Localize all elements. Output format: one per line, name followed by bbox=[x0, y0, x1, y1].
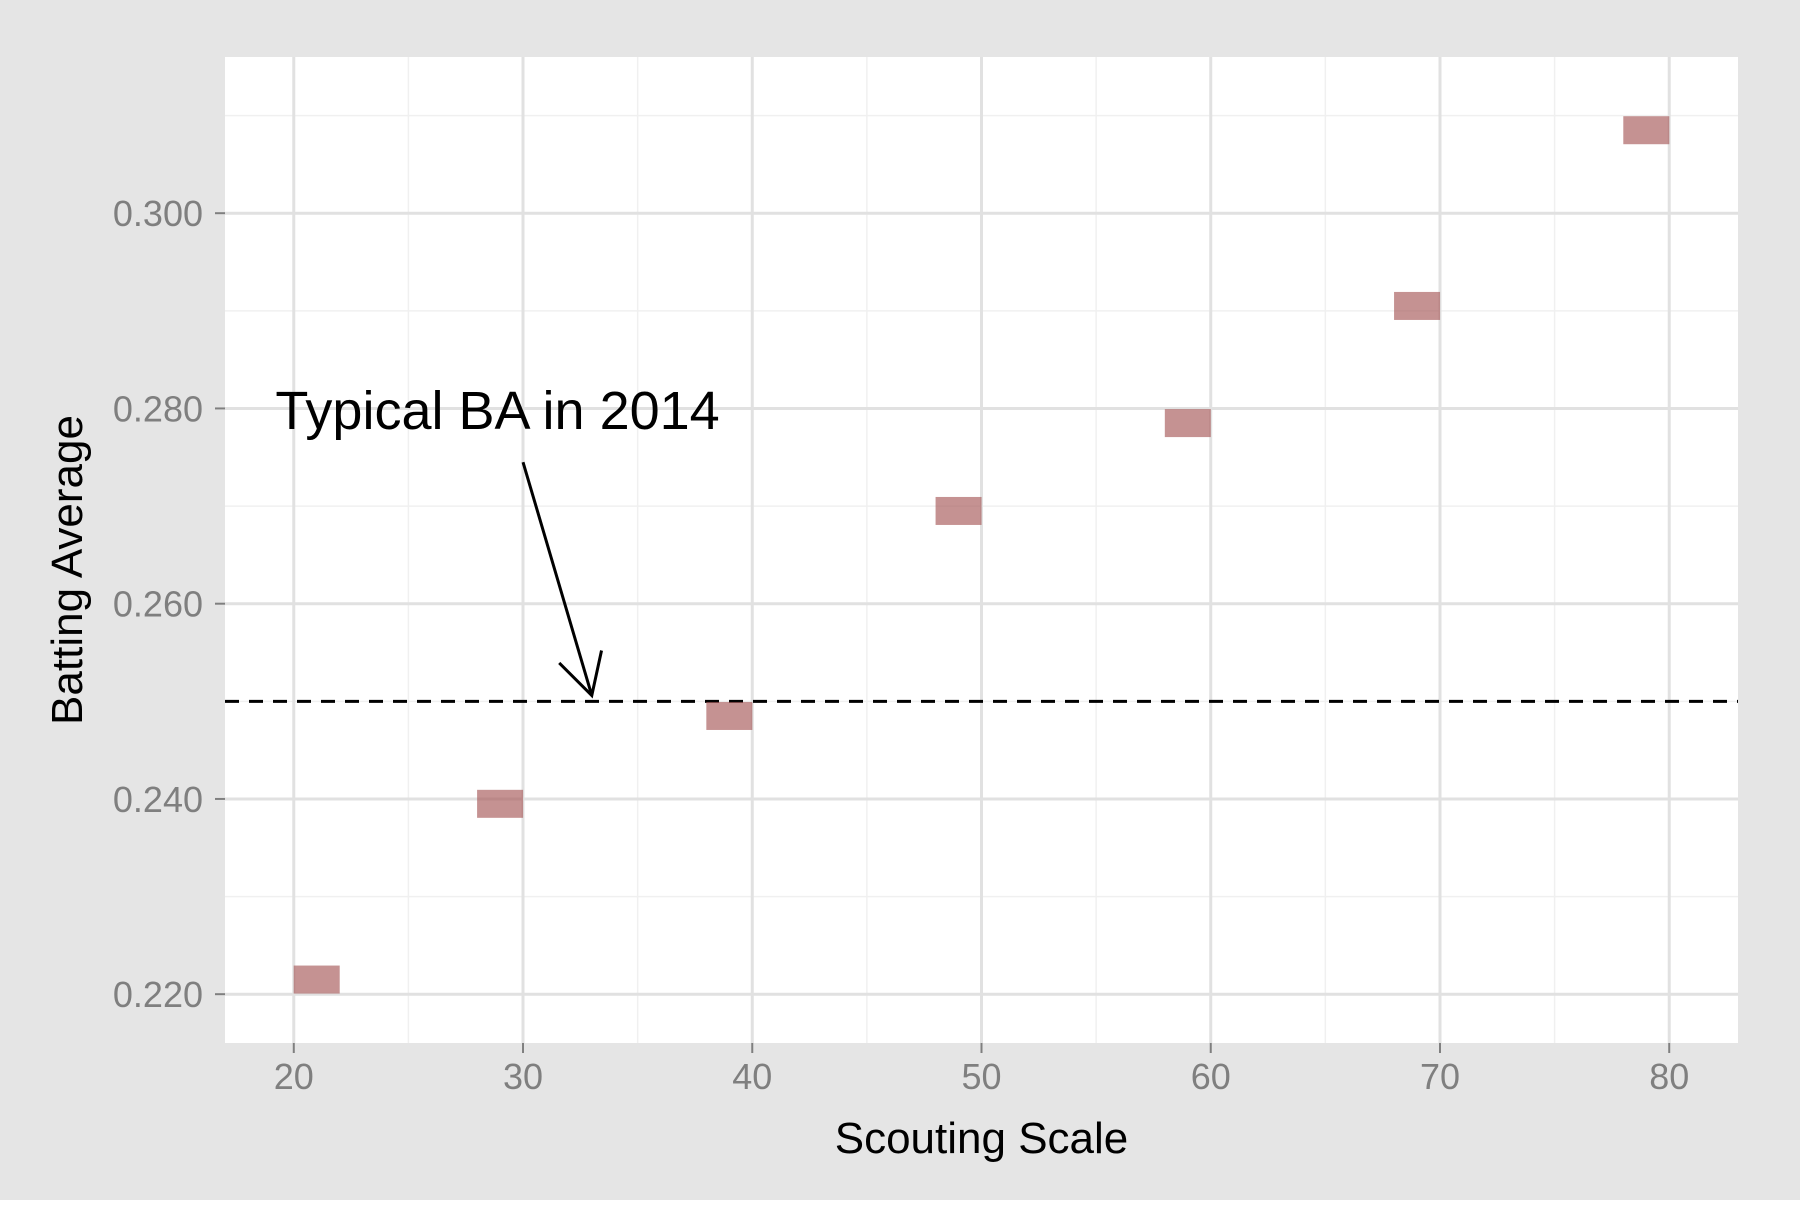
data-point bbox=[1623, 116, 1670, 145]
annotation-label: Typical BA in 2014 bbox=[275, 381, 719, 441]
data-point bbox=[935, 496, 982, 525]
y-tick-label: 0.260 bbox=[113, 584, 203, 625]
x-tick-label: 40 bbox=[732, 1056, 772, 1097]
x-tick-label: 60 bbox=[1191, 1056, 1231, 1097]
annotation-arrow-shaft bbox=[521, 461, 594, 696]
x-tick-label: 80 bbox=[1649, 1056, 1689, 1097]
data-point bbox=[1164, 409, 1211, 438]
y-tick-label: 0.220 bbox=[113, 974, 203, 1015]
y-axis-ticks: 0.220 0.240 0.260 0.280 0.300 bbox=[113, 193, 225, 1015]
x-tick-label: 30 bbox=[503, 1056, 543, 1097]
y-tick-label: 0.280 bbox=[113, 388, 203, 429]
x-axis-ticks: 20 30 40 50 60 70 80 bbox=[274, 1043, 1689, 1097]
data-point bbox=[706, 701, 753, 730]
x-tick-label: 20 bbox=[274, 1056, 314, 1097]
y-tick-label: 0.240 bbox=[113, 779, 203, 820]
data-point bbox=[1394, 291, 1441, 320]
major-gridlines bbox=[225, 57, 1738, 1043]
y-tick-label: 0.300 bbox=[113, 193, 203, 234]
y-axis-title: Batting Average bbox=[43, 415, 92, 725]
annotation-arrow-head bbox=[558, 650, 603, 699]
data-point bbox=[293, 965, 340, 994]
annotation-layer: Typical BA in 2014 bbox=[275, 381, 720, 699]
x-axis-title: Scouting Scale bbox=[835, 1114, 1129, 1163]
data-point bbox=[477, 789, 524, 818]
x-tick-label: 50 bbox=[961, 1056, 1001, 1097]
data-points bbox=[293, 116, 1670, 994]
x-tick-label: 70 bbox=[1420, 1056, 1460, 1097]
